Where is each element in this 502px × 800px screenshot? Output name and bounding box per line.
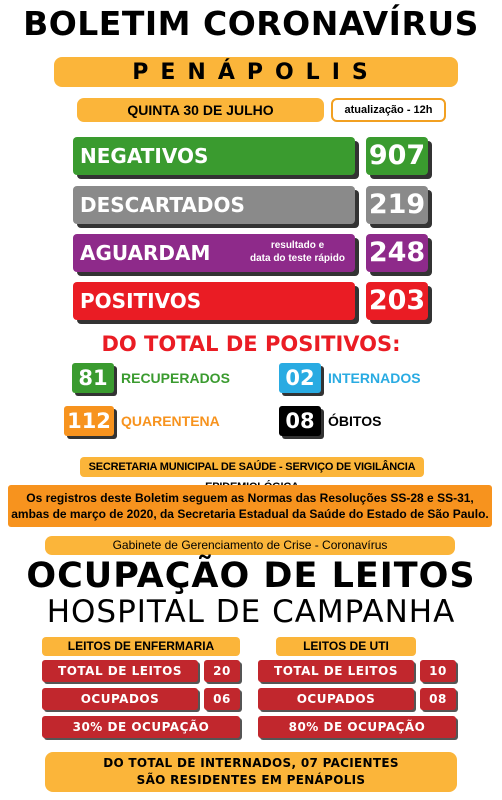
city-banner: PENÁPOLIS xyxy=(54,57,458,87)
gabinete-banner: Gabinete de Gerenciamento de Crise - Cor… xyxy=(45,536,455,555)
aguardam-note-line2: data do teste rápido xyxy=(249,253,345,264)
occupancy-title: OCUPAÇÃO DE LEITOS xyxy=(26,556,476,596)
footer-line2: SÃO RESIDENTES EM PENÁPOLIS xyxy=(136,773,366,787)
hospital-subtitle: HOSPITAL DE CAMPANHA xyxy=(46,594,456,630)
norms-notice: Os registros deste Boletim seguem as Nor… xyxy=(8,485,492,527)
aguardam-value: 248 xyxy=(366,234,428,272)
positives-breakdown-heading: DO TOTAL DE POSITIVOS: xyxy=(101,332,401,356)
positivos-value: 203 xyxy=(366,282,428,320)
obitos-label: ÓBITOS xyxy=(328,413,382,429)
enfermaria-ocupados-value: 06 xyxy=(204,688,240,710)
enfermaria-total-label: TOTAL DE LEITOS xyxy=(42,660,198,682)
uti-ocupados-label: OCUPADOS xyxy=(258,688,414,710)
uti-ocupados-value: 08 xyxy=(420,688,456,710)
enfermaria-heading: LEITOS DE ENFERMARIA xyxy=(42,637,240,656)
positivos-label-bar: POSITIVOS xyxy=(73,282,355,320)
norms-line1: Os registros deste Boletim seguem as Nor… xyxy=(26,491,474,505)
aguardam-label: AGUARDAM xyxy=(80,241,211,265)
enfermaria-percent: 30% DE OCUPAÇÃO xyxy=(42,716,240,738)
aguardam-label-bar: AGUARDAM resultado e data do teste rápid… xyxy=(73,234,355,272)
update-time-badge: atualização - 12h xyxy=(331,98,446,122)
aguardam-note-line1: resultado e xyxy=(270,240,325,251)
internados-label: INTERNADOS xyxy=(328,370,421,386)
enfermaria-total-value: 20 xyxy=(204,660,240,682)
recuperados-value: 81 xyxy=(72,363,114,393)
quarentena-value: 112 xyxy=(64,406,114,436)
descartados-label-bar: DESCARTADOS xyxy=(73,186,355,224)
recuperados-label: RECUPERADOS xyxy=(121,370,230,386)
uti-total-value: 10 xyxy=(420,660,456,682)
descartados-value: 219 xyxy=(366,186,428,224)
norms-line2: ambas de março de 2020, da Secretaria Es… xyxy=(11,507,489,521)
internados-value: 02 xyxy=(279,363,321,393)
internados-footer: DO TOTAL DE INTERNADOS, 07 PACIENTES SÃO… xyxy=(45,752,457,792)
aguardam-note: resultado e data do teste rápido xyxy=(250,239,345,265)
uti-total-label: TOTAL DE LEITOS xyxy=(258,660,414,682)
secretaria-banner: SECRETARIA MUNICIPAL DE SAÚDE - SERVIÇO … xyxy=(80,457,424,493)
negativos-label-bar: NEGATIVOS xyxy=(73,137,355,175)
footer-line1: DO TOTAL DE INTERNADOS, 07 PACIENTES xyxy=(103,756,399,770)
negativos-value: 907 xyxy=(366,137,428,175)
enfermaria-ocupados-label: OCUPADOS xyxy=(42,688,198,710)
obitos-value: 08 xyxy=(279,406,321,436)
bulletin-title: BOLETIM CORONAVÍRUS xyxy=(23,4,479,43)
date-badge: QUINTA 30 DE JULHO xyxy=(77,98,324,122)
quarentena-label: QUARENTENA xyxy=(121,413,220,429)
uti-percent: 80% DE OCUPAÇÃO xyxy=(258,716,456,738)
uti-heading: LEITOS DE UTI xyxy=(276,637,416,656)
